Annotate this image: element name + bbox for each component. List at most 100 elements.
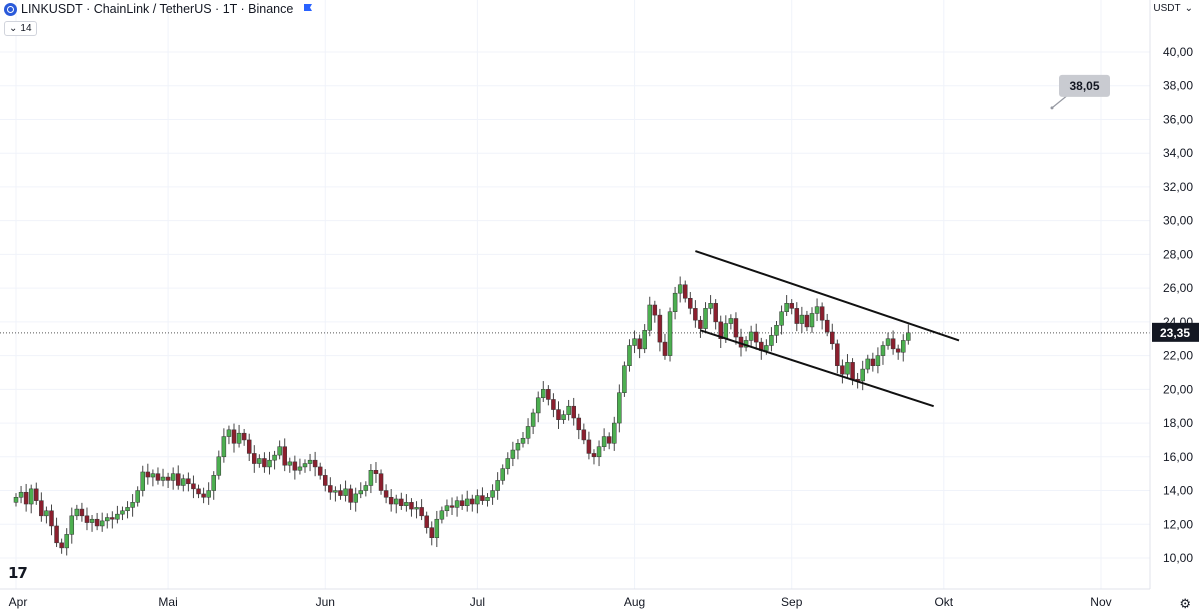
y-tick-label: 14,00 xyxy=(1163,484,1193,498)
candle-body-up xyxy=(612,422,617,444)
candle xyxy=(49,504,54,536)
candle xyxy=(257,454,262,468)
candle xyxy=(576,413,582,440)
candle xyxy=(277,440,282,460)
candle xyxy=(39,492,44,522)
tradingview-logo[interactable]: 17 xyxy=(8,564,28,582)
candle-body-down xyxy=(652,304,658,316)
candle xyxy=(140,465,145,497)
y-tick-label: 36,00 xyxy=(1163,112,1193,126)
candle-body-up xyxy=(845,362,850,375)
candle xyxy=(221,428,227,463)
candle-body-up xyxy=(130,502,135,508)
candle-body-down xyxy=(830,331,835,345)
candle xyxy=(150,469,156,487)
candle-body-up xyxy=(647,304,652,331)
candle xyxy=(333,486,338,502)
chainlink-icon xyxy=(4,2,17,16)
candle-body-up xyxy=(774,324,779,336)
y-tick-label: 38,00 xyxy=(1163,79,1193,93)
currency-label: USDT xyxy=(1153,3,1181,14)
candle-body-down xyxy=(378,473,384,491)
candle xyxy=(23,483,29,512)
candle xyxy=(677,276,683,303)
candle xyxy=(515,439,521,460)
candle-body-down xyxy=(733,318,739,338)
candle xyxy=(596,440,602,467)
candle xyxy=(475,489,480,514)
candle-body-down xyxy=(39,500,44,517)
candle-body-up xyxy=(69,515,75,535)
candle-body-up xyxy=(728,318,734,324)
candle xyxy=(89,514,95,532)
candle-body-down xyxy=(870,358,876,366)
candle xyxy=(551,393,556,418)
candle-body-down xyxy=(59,542,64,549)
settings-gear-icon[interactable]: ⚙ xyxy=(1179,596,1191,611)
candle-body-up xyxy=(368,470,374,486)
candle-body-down xyxy=(348,488,353,503)
candle xyxy=(667,307,673,362)
candle-body-up xyxy=(170,473,176,481)
candle xyxy=(520,432,526,448)
candle-body-down xyxy=(175,473,181,486)
candle-body-down xyxy=(581,429,587,441)
y-tick-label: 40,00 xyxy=(1163,45,1193,59)
candle xyxy=(688,292,693,315)
candle xyxy=(262,452,267,473)
candle-body-down xyxy=(191,483,196,490)
candle-body-down xyxy=(713,303,718,323)
candle-body-up xyxy=(708,303,713,309)
x-tick-label: Jul xyxy=(470,595,485,609)
candle-body-up xyxy=(901,340,906,353)
candle-body-up xyxy=(206,490,211,498)
candle xyxy=(617,384,622,433)
candle xyxy=(728,314,734,330)
candle-body-up xyxy=(404,502,409,506)
candle-body-up xyxy=(150,473,156,478)
candle-body-up xyxy=(485,497,490,501)
candle xyxy=(459,494,465,510)
candle-body-down xyxy=(657,314,663,343)
candle xyxy=(612,416,617,451)
candle xyxy=(434,510,440,548)
candle xyxy=(175,465,181,490)
candle-body-up xyxy=(343,488,348,496)
candle xyxy=(632,330,637,354)
candle xyxy=(34,482,39,505)
candle xyxy=(338,484,343,500)
candle-body-up xyxy=(875,355,881,366)
currency-selector[interactable]: USDT ⌄ xyxy=(1153,3,1193,14)
candle-body-down xyxy=(201,493,206,498)
candle-body-down xyxy=(470,498,475,505)
flag-icon[interactable] xyxy=(303,4,313,14)
candle-body-up xyxy=(535,397,541,414)
candle xyxy=(84,507,90,531)
candle-body-up xyxy=(115,513,120,520)
candle-body-up xyxy=(105,517,110,522)
candle xyxy=(211,471,216,500)
candle xyxy=(317,462,323,480)
grid-lines xyxy=(0,0,1150,589)
candle xyxy=(414,501,419,519)
candle xyxy=(444,499,450,517)
candle xyxy=(733,312,739,345)
symbol-title[interactable]: LINKUSDT · ChainLink / TetherUS · 1T · B… xyxy=(21,2,294,16)
candle-body-down xyxy=(819,306,825,321)
candle xyxy=(404,494,409,512)
candle-body-down xyxy=(718,321,723,339)
candle xyxy=(682,280,688,303)
candle xyxy=(784,295,789,316)
candle xyxy=(627,339,632,372)
candle xyxy=(510,441,516,467)
candle xyxy=(470,494,475,512)
candle xyxy=(774,321,779,343)
y-tick-label: 20,00 xyxy=(1163,382,1193,396)
candle-body-down xyxy=(753,331,759,343)
candle xyxy=(388,489,394,512)
candle xyxy=(566,399,571,421)
candle-body-down xyxy=(231,429,237,444)
indicator-badge[interactable]: ⌄ 14 xyxy=(4,21,37,36)
candle-body-up xyxy=(505,458,511,469)
